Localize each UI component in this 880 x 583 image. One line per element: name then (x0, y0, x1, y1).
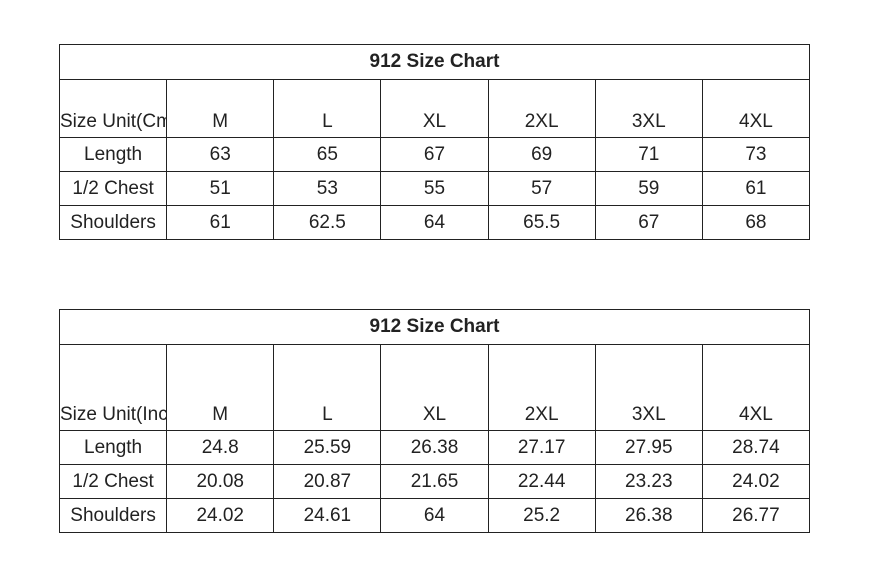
measurement-cell: 71 (594, 137, 703, 172)
measurement-cell: 25.59 (273, 430, 382, 465)
row-label: Shoulders (58, 205, 168, 240)
measurement-cell: 55 (380, 171, 489, 206)
measurement-cell: 59 (594, 171, 703, 206)
measurement-cell: 24.61 (273, 498, 382, 533)
measurement-cell: 25.2 (487, 498, 596, 533)
size-header: 2XL (487, 79, 596, 138)
table-row: Length 24.8 25.59 26.38 27.17 27.95 28.74 (58, 430, 811, 465)
measurement-cell: 26.77 (701, 498, 811, 533)
measurement-cell: 53 (273, 171, 382, 206)
row-label: Shoulders (58, 498, 168, 533)
table-row: Shoulders 61 62.5 64 65.5 67 68 (58, 205, 811, 240)
measurement-cell: 64 (380, 498, 489, 533)
measurement-cell: 63 (166, 137, 275, 172)
measurement-cell: 26.38 (380, 430, 489, 465)
table-row: Shoulders 24.02 24.61 64 25.2 26.38 26.77 (58, 498, 811, 533)
measurement-cell: 65 (273, 137, 382, 172)
chart-title: 912 Size Chart (59, 44, 810, 80)
measurement-cell: 20.87 (273, 464, 382, 499)
size-header: L (273, 344, 382, 431)
measurement-cell: 28.74 (701, 430, 811, 465)
measurement-cell: 61 (166, 205, 275, 240)
size-header: 3XL (594, 344, 703, 431)
row-label: Length (58, 137, 168, 172)
measurement-cell: 61 (701, 171, 811, 206)
measurement-cell: 22.44 (487, 464, 596, 499)
measurement-cell: 69 (487, 137, 596, 172)
measurement-cell: 57 (487, 171, 596, 206)
header-row: Size Unit(Cm) M L XL 2XL 3XL 4XL (58, 79, 811, 138)
measurement-cell: 51 (166, 171, 275, 206)
size-header: L (273, 79, 382, 138)
measurement-cell: 24.02 (701, 464, 811, 499)
size-header: M (166, 344, 275, 431)
measurement-cell: 24.02 (166, 498, 275, 533)
table-row: Length 63 65 67 69 71 73 (58, 137, 811, 172)
size-header: 4XL (701, 79, 811, 138)
measurement-cell: 64 (380, 205, 489, 240)
measurement-cell: 24.8 (166, 430, 275, 465)
row-label: 1/2 Chest (58, 464, 168, 499)
chart-title: 912 Size Chart (59, 309, 810, 345)
table-row: 1/2 Chest 51 53 55 57 59 61 (58, 171, 811, 206)
measurement-cell: 21.65 (380, 464, 489, 499)
measurement-cell: 27.95 (594, 430, 703, 465)
size-header: 4XL (701, 344, 811, 431)
measurement-cell: 68 (701, 205, 811, 240)
measurement-cell: 20.08 (166, 464, 275, 499)
row-label: 1/2 Chest (58, 171, 168, 206)
measurement-cell: 65.5 (487, 205, 596, 240)
measurement-cell: 67 (594, 205, 703, 240)
size-header: XL (380, 344, 489, 431)
measurement-cell: 73 (701, 137, 811, 172)
table-row: 1/2 Chest 20.08 20.87 21.65 22.44 23.23 24.02 (58, 464, 811, 499)
measurement-cell: 67 (380, 137, 489, 172)
size-header: 2XL (487, 344, 596, 431)
measurement-cell: 23.23 (594, 464, 703, 499)
unit-label: Size Unit(Inch) (58, 344, 168, 431)
measurement-cell: 27.17 (487, 430, 596, 465)
size-chart-cm: 912 Size Chart Size Unit(Cm) M L XL 2XL 3XL 4XL… (58, 44, 811, 240)
size-header: XL (380, 79, 489, 138)
row-label: Length (58, 430, 168, 465)
measurement-cell: 26.38 (594, 498, 703, 533)
size-header: 3XL (594, 79, 703, 138)
measurement-cell: 62.5 (273, 205, 382, 240)
unit-label: Size Unit(Cm) (58, 79, 168, 138)
size-header: M (166, 79, 275, 138)
